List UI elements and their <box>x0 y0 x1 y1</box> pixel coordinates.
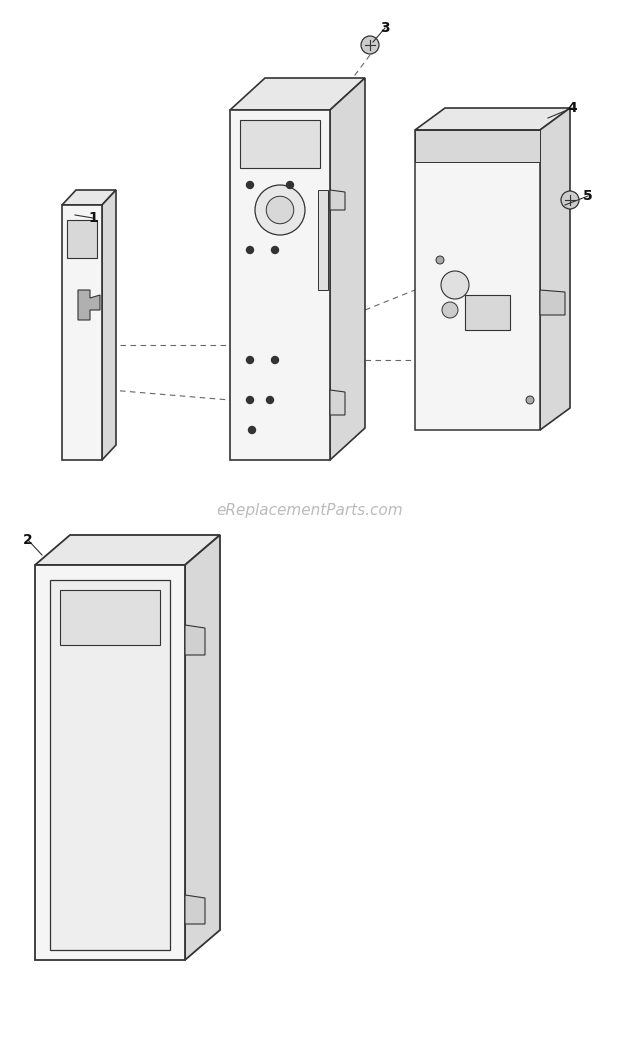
Polygon shape <box>465 295 510 330</box>
Polygon shape <box>540 108 570 430</box>
Circle shape <box>247 356 254 363</box>
Circle shape <box>255 185 305 235</box>
Polygon shape <box>35 565 185 960</box>
Polygon shape <box>318 190 328 290</box>
Polygon shape <box>50 580 170 950</box>
Circle shape <box>441 271 469 299</box>
Polygon shape <box>102 190 116 460</box>
Text: 1: 1 <box>88 211 98 225</box>
Polygon shape <box>240 120 320 168</box>
Polygon shape <box>415 108 570 130</box>
Polygon shape <box>35 535 220 565</box>
Polygon shape <box>62 205 102 460</box>
Polygon shape <box>540 290 565 315</box>
Polygon shape <box>78 290 100 320</box>
Circle shape <box>272 246 278 253</box>
Polygon shape <box>415 130 540 430</box>
Text: eReplacementParts.com: eReplacementParts.com <box>216 503 404 517</box>
Circle shape <box>436 257 444 264</box>
Text: 2: 2 <box>23 533 33 547</box>
Circle shape <box>247 397 254 403</box>
Polygon shape <box>330 389 345 415</box>
Circle shape <box>247 246 254 253</box>
Polygon shape <box>185 895 205 925</box>
Circle shape <box>361 36 379 54</box>
Circle shape <box>442 302 458 318</box>
Polygon shape <box>415 130 540 162</box>
Circle shape <box>267 397 273 403</box>
Circle shape <box>272 356 278 363</box>
Polygon shape <box>185 535 220 960</box>
Text: 4: 4 <box>567 101 577 115</box>
Circle shape <box>286 181 293 188</box>
Polygon shape <box>60 591 160 645</box>
Polygon shape <box>67 220 97 258</box>
Polygon shape <box>230 110 330 460</box>
Circle shape <box>266 196 294 224</box>
Text: 5: 5 <box>583 190 593 203</box>
Polygon shape <box>62 190 116 205</box>
Circle shape <box>561 191 579 209</box>
Polygon shape <box>230 77 365 110</box>
Circle shape <box>249 426 255 433</box>
Polygon shape <box>330 190 345 210</box>
Polygon shape <box>185 625 205 655</box>
Polygon shape <box>330 77 365 460</box>
Text: 3: 3 <box>380 21 390 35</box>
Circle shape <box>247 181 254 188</box>
Circle shape <box>526 396 534 404</box>
